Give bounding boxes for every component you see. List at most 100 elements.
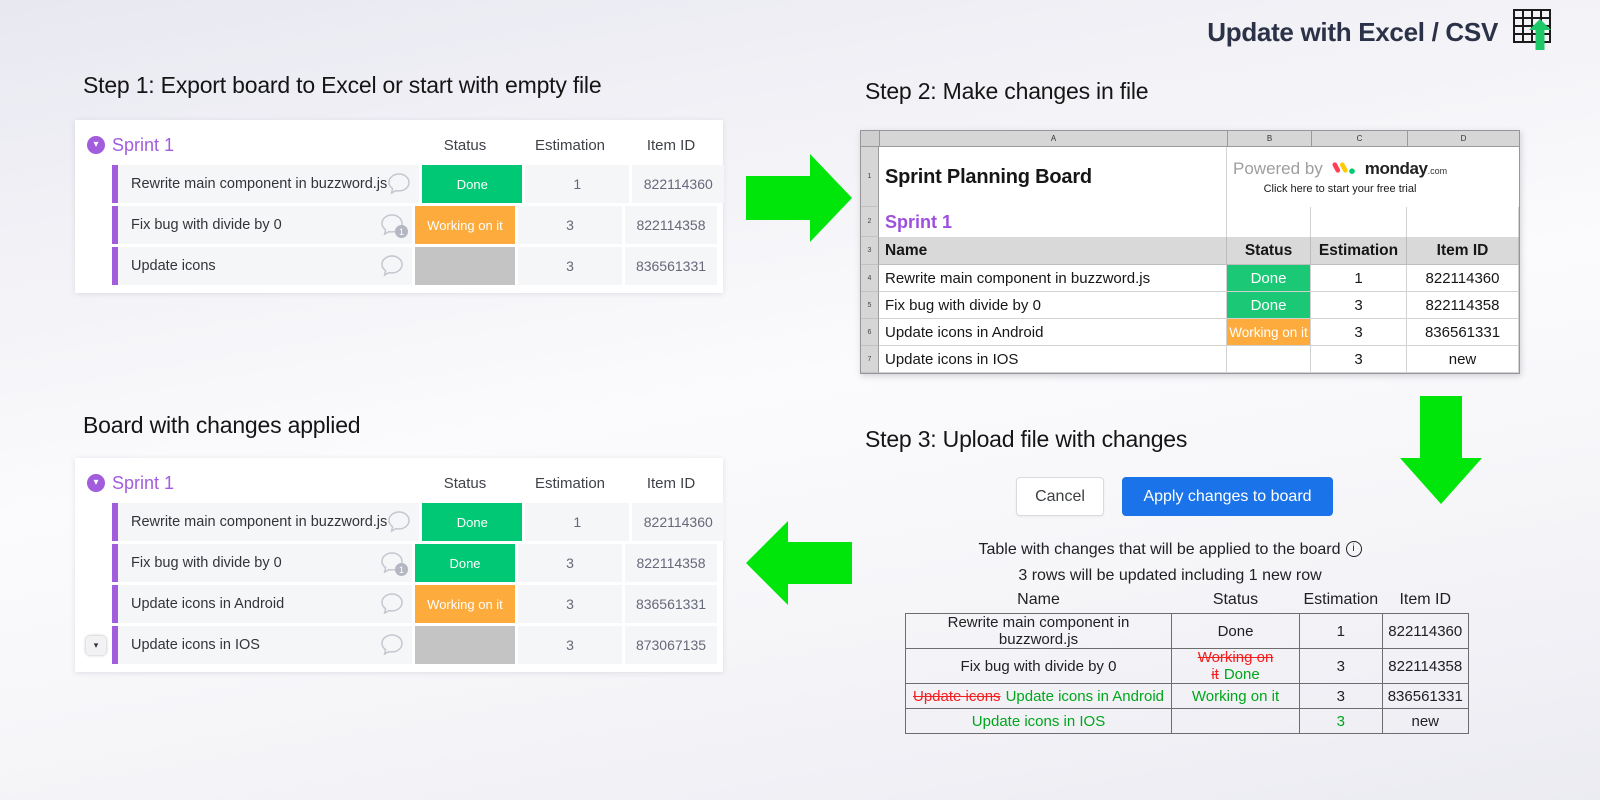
item-name-cell[interactable]: Update icons in IOS (112, 626, 412, 664)
estimation-cell[interactable]: 3 (518, 544, 622, 582)
row-number[interactable]: 2 (861, 207, 879, 237)
board-row: ▾ Update icons in IOS 3 873067135 (83, 626, 717, 664)
row-number[interactable]: 3 (861, 237, 879, 265)
collapse-group-icon[interactable]: ▾ (87, 474, 105, 492)
item-id-cell[interactable]: 873067135 (625, 626, 717, 664)
sheet-row: 7 Update icons in IOS 3 new (861, 346, 1519, 373)
item-name-cell[interactable]: Rewrite main component in buzzword.js (112, 503, 420, 541)
group-title[interactable]: Sprint 1 (112, 472, 175, 493)
status-chip[interactable] (415, 626, 515, 664)
diff-name-cell: Rewrite main component in buzzword.js (905, 613, 1172, 649)
estimation-cell[interactable]: 3 (518, 626, 622, 664)
select-all-corner[interactable] (861, 131, 880, 146)
item-id-cell[interactable]: 822114360 (632, 165, 725, 203)
sheet-group-cell[interactable]: Sprint 1 (879, 207, 1227, 237)
estimation-cell[interactable]: 3 (518, 585, 622, 623)
sheet-cell[interactable]: Rewrite main component in buzzword.js (879, 265, 1227, 292)
row-menu-chevron-icon[interactable]: ▾ (86, 635, 106, 655)
item-name-cell[interactable]: Update icons in Android (112, 585, 412, 623)
column-letter[interactable]: C (1312, 131, 1408, 146)
sheet-cell[interactable] (1407, 207, 1519, 237)
column-letter[interactable]: B (1228, 131, 1312, 146)
column-header-item-id[interactable]: Item ID (646, 474, 696, 492)
comment-bubble-icon[interactable] (387, 172, 413, 196)
status-chip[interactable]: Done (422, 503, 523, 541)
sheet-cell[interactable]: new (1407, 346, 1519, 373)
status-chip[interactable]: Done (415, 544, 515, 582)
sheet-title-cell[interactable]: Sprint Planning Board (879, 147, 1227, 207)
sheet-cell[interactable]: 3 (1311, 319, 1407, 346)
item-id-cell[interactable]: 822114358 (625, 544, 717, 582)
item-name-cell[interactable]: Fix bug with divide by 0 1 (112, 206, 412, 244)
item-name-cell[interactable]: Update icons (112, 247, 412, 285)
comment-bubble-icon[interactable]: 1 (380, 551, 408, 576)
changes-table: Name Status Estimation Item ID Rewrite m… (905, 589, 1469, 734)
row-number[interactable]: 6 (861, 319, 879, 346)
estimation-cell[interactable]: 3 (518, 206, 622, 244)
sheet-cell[interactable]: 822114358 (1407, 292, 1519, 319)
item-id-cell[interactable]: 836561331 (625, 247, 717, 285)
sheet-status-cell[interactable] (1227, 346, 1311, 373)
item-id-cell[interactable]: 822114360 (632, 503, 725, 541)
status-chip[interactable]: Working on it (415, 206, 515, 244)
board-row: Fix bug with divide by 0 1 Working on it… (83, 206, 717, 244)
sheet-status-cell[interactable]: Working on it (1227, 319, 1311, 346)
sheet-cell[interactable]: 3 (1311, 346, 1407, 373)
sheet-row: 1 Sprint Planning Board Powered by monda… (861, 147, 1519, 207)
board-row: Update icons in Android Working on it 3 … (83, 585, 717, 623)
row-number[interactable]: 1 (861, 147, 879, 207)
apply-changes-button[interactable]: Apply changes to board (1122, 477, 1333, 516)
sheet-cell[interactable]: 1 (1311, 265, 1407, 292)
estimation-cell[interactable]: 3 (518, 247, 622, 285)
sheet-cell[interactable] (1227, 207, 1311, 237)
sheet-header-estimation[interactable]: Estimation (1311, 237, 1407, 265)
comment-bubble-icon[interactable] (387, 510, 413, 534)
sheet-cell[interactable]: Fix bug with divide by 0 (879, 292, 1227, 319)
sheet-cell[interactable] (1311, 207, 1407, 237)
comment-bubble-icon[interactable]: 1 (380, 213, 408, 238)
column-header-status[interactable]: Status (443, 136, 487, 154)
item-id-cell[interactable]: 836561331 (625, 585, 717, 623)
estimation-cell[interactable]: 1 (525, 503, 630, 541)
item-id-cell[interactable]: 822114358 (625, 206, 717, 244)
status-chip[interactable]: Working on it (415, 585, 515, 623)
info-icon[interactable]: i (1345, 541, 1362, 557)
diff-header-name: Name (1017, 591, 1060, 608)
sheet-cell[interactable]: 836561331 (1407, 319, 1519, 346)
board-step1: ▾ Sprint 1 Status Estimation Item ID Rew… (75, 120, 725, 293)
comment-bubble-icon[interactable] (380, 633, 406, 657)
status-chip[interactable] (415, 247, 515, 285)
item-name-cell[interactable]: Rewrite main component in buzzword.js (112, 165, 420, 203)
comment-bubble-icon[interactable] (380, 592, 406, 616)
estimation-cell[interactable]: 1 (525, 165, 630, 203)
sheet-status-cell[interactable]: Done (1227, 292, 1311, 319)
status-chip[interactable]: Done (422, 165, 523, 203)
sheet-cell[interactable]: Update icons in Android (879, 319, 1227, 346)
item-name-cell[interactable]: Fix bug with divide by 0 1 (112, 544, 412, 582)
sheet-cell[interactable]: 822114360 (1407, 265, 1519, 292)
group-title[interactable]: Sprint 1 (112, 134, 175, 155)
cancel-button[interactable]: Cancel (1016, 477, 1104, 516)
comment-bubble-icon[interactable] (380, 254, 406, 278)
diff-item-id-cell: 822114358 (1381, 648, 1469, 684)
sheet-header-status[interactable]: Status (1227, 237, 1311, 265)
row-number[interactable]: 7 (861, 346, 879, 373)
sheet-status-cell[interactable]: Done (1227, 265, 1311, 292)
spreadsheet-upload-icon (1512, 8, 1552, 57)
powered-by-cell[interactable]: Powered by monday.com Click here to star… (1227, 147, 1453, 207)
column-header-item-id[interactable]: Item ID (646, 136, 696, 154)
row-number[interactable]: 5 (861, 292, 879, 319)
column-letter[interactable]: A (880, 131, 1228, 146)
column-letter[interactable]: D (1460, 134, 1467, 143)
sheet-cell[interactable]: Update icons in IOS (879, 346, 1227, 373)
sheet-header-item-id[interactable]: Item ID (1407, 237, 1519, 265)
column-header-estimation[interactable]: Estimation (534, 474, 606, 492)
sheet-header-name[interactable]: Name (879, 237, 1227, 265)
collapse-group-icon[interactable]: ▾ (87, 136, 105, 154)
sheet-cell[interactable]: 3 (1311, 292, 1407, 319)
free-trial-link[interactable]: Click here to start your free trial (1263, 183, 1417, 195)
column-header-estimation[interactable]: Estimation (534, 136, 606, 154)
row-number[interactable]: 4 (861, 265, 879, 292)
spreadsheet: A B C D 1 Sprint Planning Board Powered … (860, 130, 1520, 374)
column-header-status[interactable]: Status (443, 474, 487, 492)
